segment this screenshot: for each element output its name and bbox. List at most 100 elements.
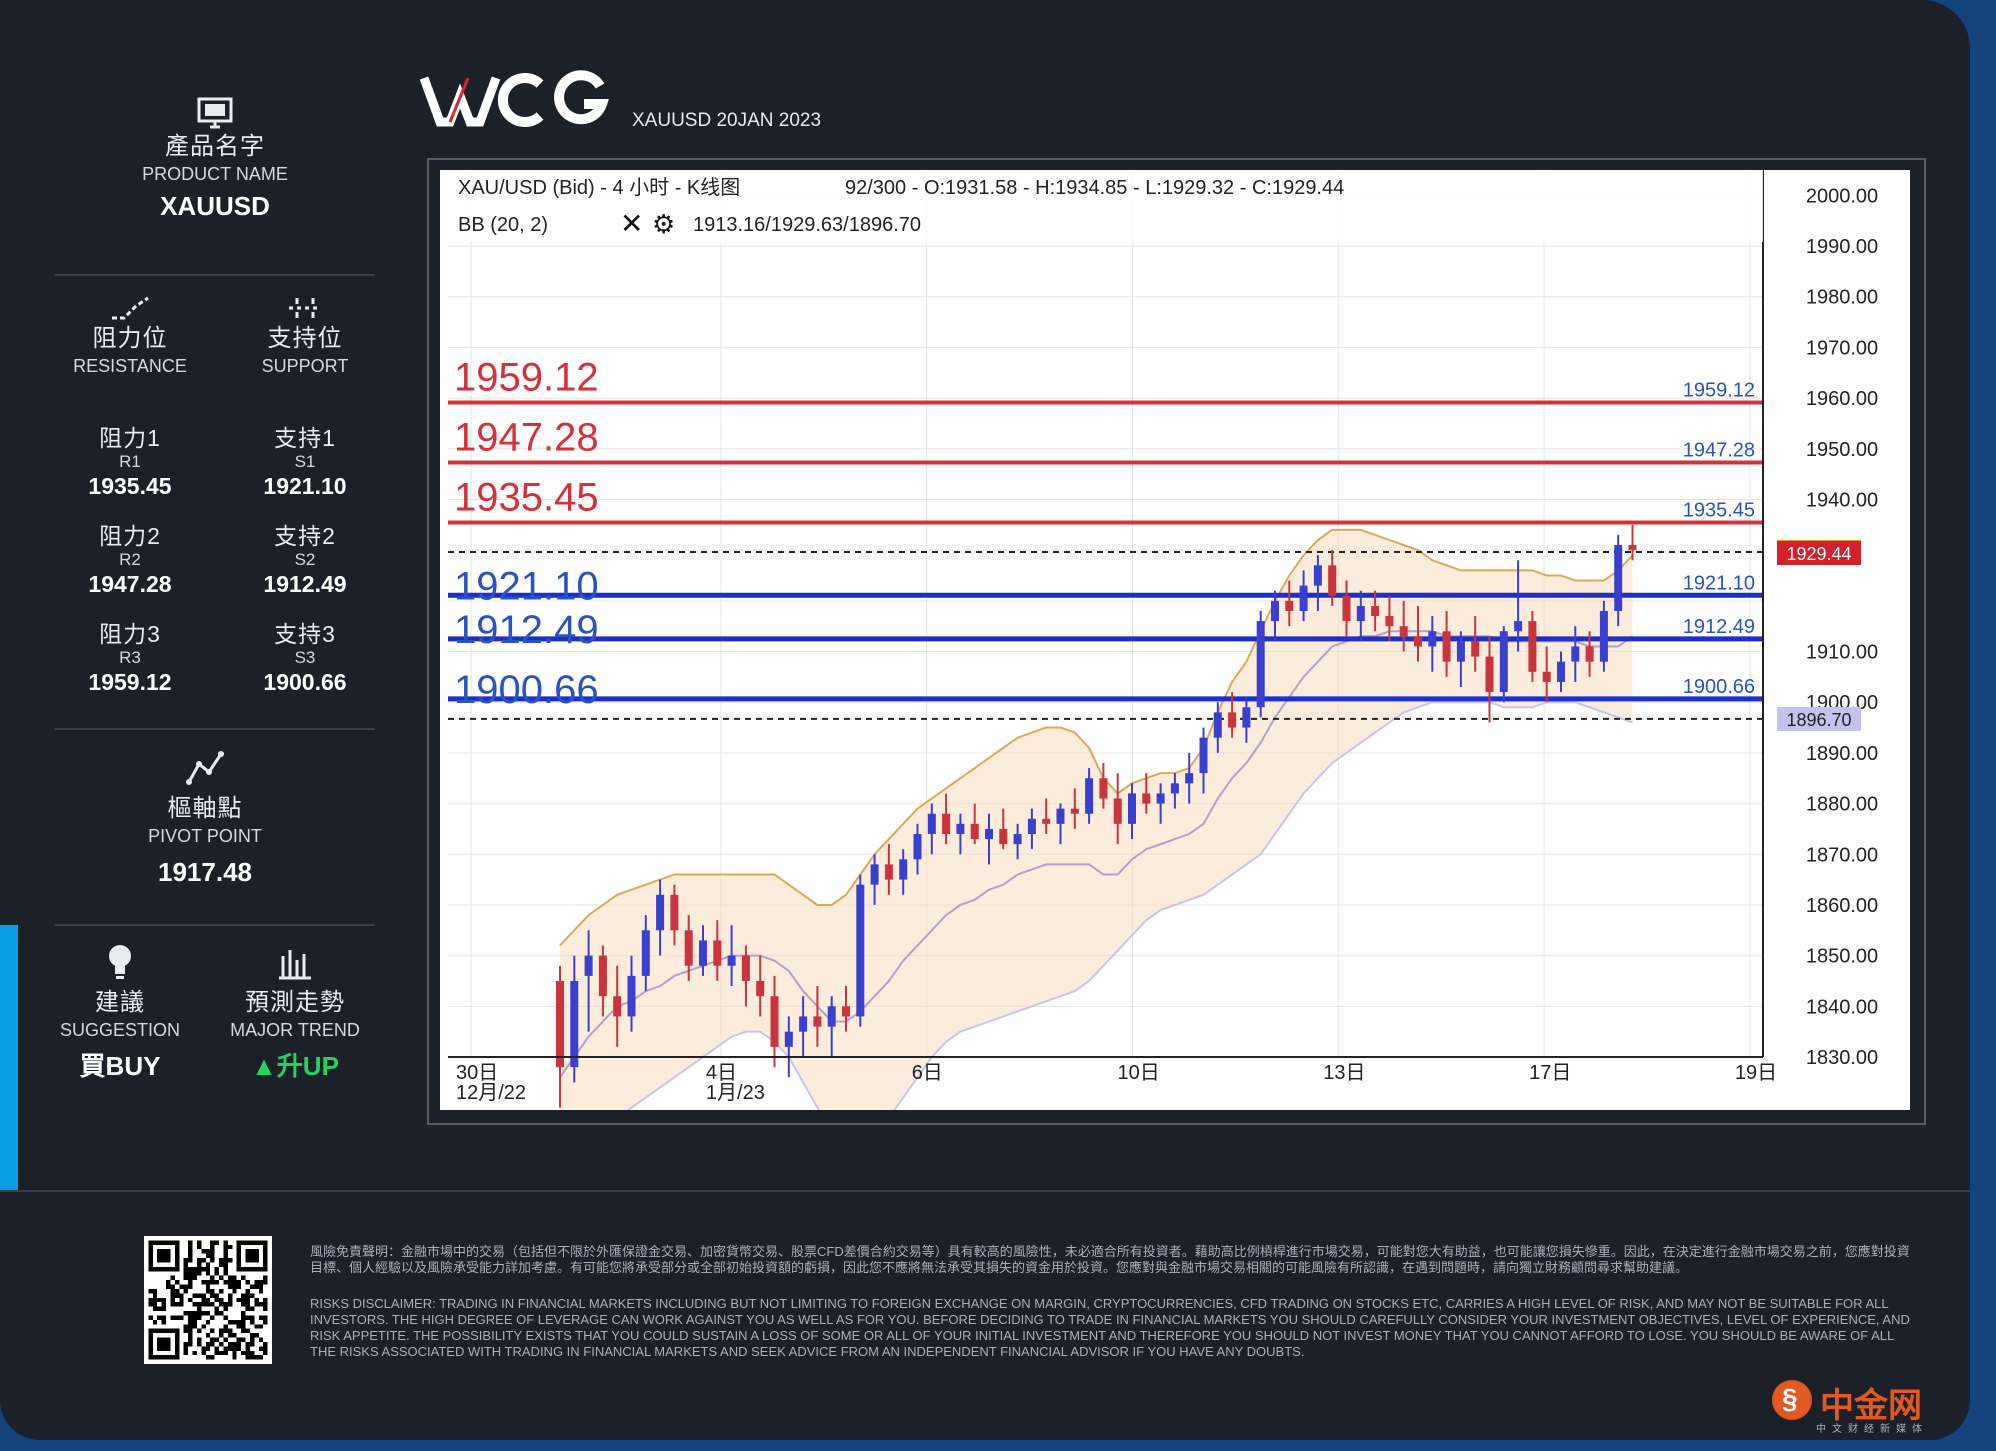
r2-label-zh: 阻力2	[99, 523, 161, 549]
candle-body	[1414, 636, 1422, 647]
r2-value: 1947.28	[88, 571, 172, 597]
chart-title: XAUUSD 20JAN 2023	[632, 110, 822, 131]
monitor-icon	[197, 97, 233, 129]
candle-body	[699, 940, 707, 966]
bb-lower-line	[559, 701, 1633, 1210]
accent-bar	[0, 925, 18, 1190]
candle-body	[799, 1016, 808, 1032]
candle-body	[741, 955, 750, 981]
wcg-logo	[419, 70, 610, 135]
y-axis-background	[1763, 170, 1910, 1110]
candle-body	[1442, 631, 1451, 662]
trend-label-zh: 預測走勢	[245, 989, 345, 1016]
trend-label-en: MAJOR TREND	[230, 1020, 360, 1040]
product-section: 產品名字 PRODUCT NAME XAUUSD	[55, 96, 375, 222]
close-icon: ✕	[620, 207, 643, 240]
candle-body	[1056, 808, 1065, 824]
bb-upper-line	[559, 528, 1634, 947]
divider	[0, 1190, 1970, 1192]
candle-body	[970, 823, 979, 840]
pivot-label-en: PIVOT POINT	[148, 826, 262, 846]
candle-body	[1128, 793, 1136, 824]
x-tick-sublabel: 1月/23	[706, 1082, 765, 1104]
s3-label-en: S3	[294, 648, 316, 667]
brand-tagline: 中文财经新媒体	[1816, 1424, 1928, 1435]
candle-body	[1542, 671, 1551, 682]
s1-value: 1921.10	[263, 473, 347, 499]
product-label-en: PRODUCT NAME	[142, 164, 288, 184]
product-value: XAUUSD	[160, 191, 270, 221]
r3-label-en: R3	[119, 648, 141, 667]
candle-body	[1070, 808, 1079, 814]
chart-area: 1959.12 1959.12 1947.28 1947.28 1935.45 1935.…	[440, 170, 1910, 1210]
candle-body	[1428, 631, 1437, 647]
resistance-1: 阻力1 R1 1935.45	[55, 424, 205, 500]
candle-body	[1628, 545, 1637, 551]
support-dots-icon	[289, 298, 321, 318]
divider	[55, 924, 375, 926]
candle-body	[1170, 783, 1179, 794]
support-2: 支持2 S2 1912.49	[230, 522, 380, 598]
y-tick-label: 1890.00	[1806, 743, 1878, 765]
pivot-label-zh: 樞軸點	[167, 795, 243, 822]
candle-body	[713, 940, 722, 966]
candle-body	[999, 828, 1008, 845]
divider	[55, 728, 375, 730]
candle-body	[856, 884, 865, 1017]
report-card: XAUUSD 20JAN 2023 產品名字 PRODUCT NAME XAUU…	[0, 0, 1970, 1440]
candle-body	[1313, 565, 1322, 586]
candle-body	[1042, 818, 1051, 824]
level-label-right: 1935.45	[1683, 500, 1755, 522]
resistance-2: 阻力2 R2 1947.28	[55, 522, 205, 598]
y-tick-label: 1840.00	[1806, 996, 1878, 1018]
candle-body	[1499, 631, 1508, 693]
y-tick-label: 1870.00	[1806, 844, 1878, 866]
x-tick-sublabel: 12月/22	[456, 1082, 526, 1104]
y-tick-label: 1950.00	[1806, 439, 1878, 461]
price-tag-label: 1896.70	[1786, 710, 1851, 730]
candle-body	[1371, 605, 1380, 617]
level-label-left: 1921.10	[454, 564, 599, 608]
price-tag-label: 1929.44	[1786, 544, 1851, 564]
r1-value: 1935.45	[88, 473, 172, 499]
candle-body	[1027, 818, 1036, 834]
r3-value: 1959.12	[88, 669, 172, 695]
gear-icon: ⚙	[652, 210, 675, 240]
candle-body	[784, 1031, 793, 1047]
level-label-left: 1912.49	[454, 608, 599, 652]
candle-body	[827, 1006, 836, 1027]
bb-values: 1913.16/1929.63/1896.70	[693, 214, 921, 236]
qr-code[interactable]	[144, 1236, 272, 1364]
y-tick-label: 1970.00	[1806, 337, 1878, 359]
candle-body	[1356, 605, 1365, 622]
brand-name: 中金网	[1820, 1387, 1922, 1425]
candle-body	[1285, 600, 1294, 611]
qr-pattern	[148, 1240, 268, 1360]
candle-body	[1385, 616, 1394, 627]
candle-body	[1228, 712, 1237, 728]
x-tick-label: 19日	[1735, 1062, 1777, 1084]
lightbulb-icon	[109, 945, 131, 979]
candle-body	[1585, 646, 1594, 662]
divider	[55, 274, 375, 276]
s2-label-zh: 支持2	[274, 523, 336, 549]
y-tick-label: 1990.00	[1806, 236, 1878, 258]
y-tick-label: 1860.00	[1806, 895, 1878, 917]
level-label-right: 1947.28	[1683, 440, 1755, 462]
candle-body	[1142, 793, 1151, 804]
y-tick-label: 1980.00	[1806, 287, 1878, 309]
candle-body	[1456, 641, 1465, 662]
level-label-left: 1959.12	[454, 356, 599, 400]
candle-body	[727, 955, 736, 966]
bb-middle-line	[559, 630, 1634, 1078]
candle-body	[1242, 707, 1251, 728]
s2-label-en: S2	[294, 550, 316, 569]
r1-label-zh: 阻力1	[99, 425, 161, 451]
candle-body	[1514, 621, 1523, 632]
candle-body	[684, 930, 693, 966]
candle-body	[1156, 793, 1165, 804]
candle-body	[770, 996, 779, 1047]
candle-body	[756, 980, 765, 997]
candle-body	[1557, 661, 1565, 682]
level-label-right: 1921.10	[1683, 572, 1755, 594]
